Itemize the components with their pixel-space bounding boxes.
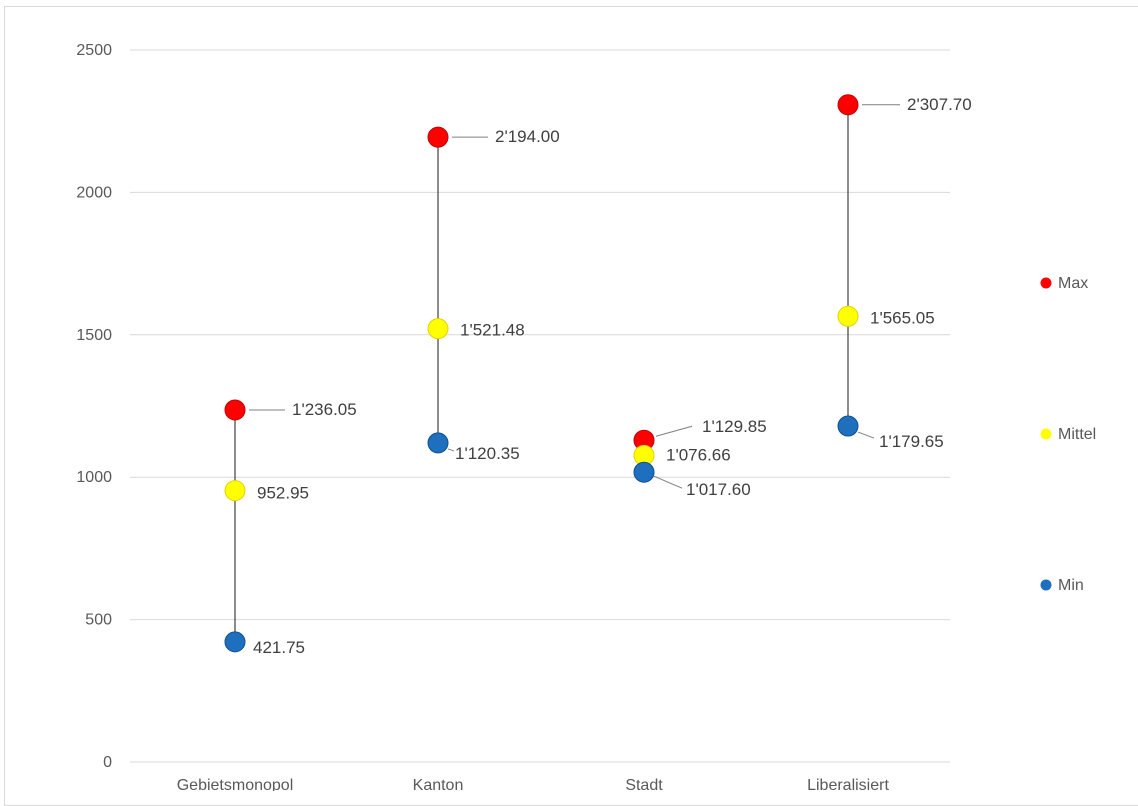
data-point-min [224, 631, 246, 653]
leader-line [655, 425, 693, 437]
x-category-label: Kanton [413, 777, 464, 791]
leader-line [653, 475, 683, 489]
legend-marker-min [1040, 579, 1052, 591]
data-label-max: 1'236.05 [292, 400, 357, 419]
legend-label-max: Max [1058, 275, 1088, 292]
data-label-min: 1'179.65 [879, 432, 944, 451]
leader-line [857, 431, 875, 439]
chart-frame [4, 6, 1138, 806]
data-label-mittel: 1'076.66 [666, 445, 731, 464]
y-tick-label-1000: 1000 [76, 469, 112, 486]
data-point-max [427, 126, 449, 148]
y-tick-label-2000: 2000 [76, 184, 112, 201]
data-point-min [837, 415, 859, 437]
legend-label-min: Min [1058, 577, 1084, 594]
y-tick-label-1500: 1500 [76, 327, 112, 344]
leader-line [447, 448, 455, 452]
data-point-mittel [837, 305, 859, 327]
data-label-min: 1'017.60 [686, 480, 751, 499]
data-label-mittel: 1'565.05 [870, 308, 935, 327]
data-point-min [633, 461, 655, 483]
data-point-mittel [224, 480, 246, 502]
data-point-max [837, 94, 859, 116]
data-label-max: 2'307.70 [907, 95, 972, 114]
x-category-label: Liberalisiert [807, 777, 889, 791]
data-label-min: 421.75 [253, 638, 305, 657]
data-label-mittel: 1'521.48 [460, 321, 525, 340]
data-label-max: 1'129.85 [702, 417, 767, 436]
data-point-min [427, 432, 449, 454]
y-tick-label-2500: 2500 [76, 42, 112, 59]
x-category-label: Stadt [625, 777, 663, 791]
data-label-max: 2'194.00 [495, 127, 560, 146]
legend-marker-mittel [1040, 428, 1052, 440]
data-label-min: 1'120.35 [455, 444, 520, 463]
data-point-max [224, 399, 246, 421]
data-point-mittel [427, 318, 449, 340]
x-category-label: Gebietsmonopol [177, 777, 294, 791]
legend-label-mittel: Mittel [1058, 426, 1096, 443]
legend-marker-max [1040, 277, 1052, 289]
data-label-mittel: 952.95 [257, 484, 309, 503]
y-tick-label-0: 0 [103, 754, 112, 771]
y-tick-label-500: 500 [85, 612, 112, 629]
